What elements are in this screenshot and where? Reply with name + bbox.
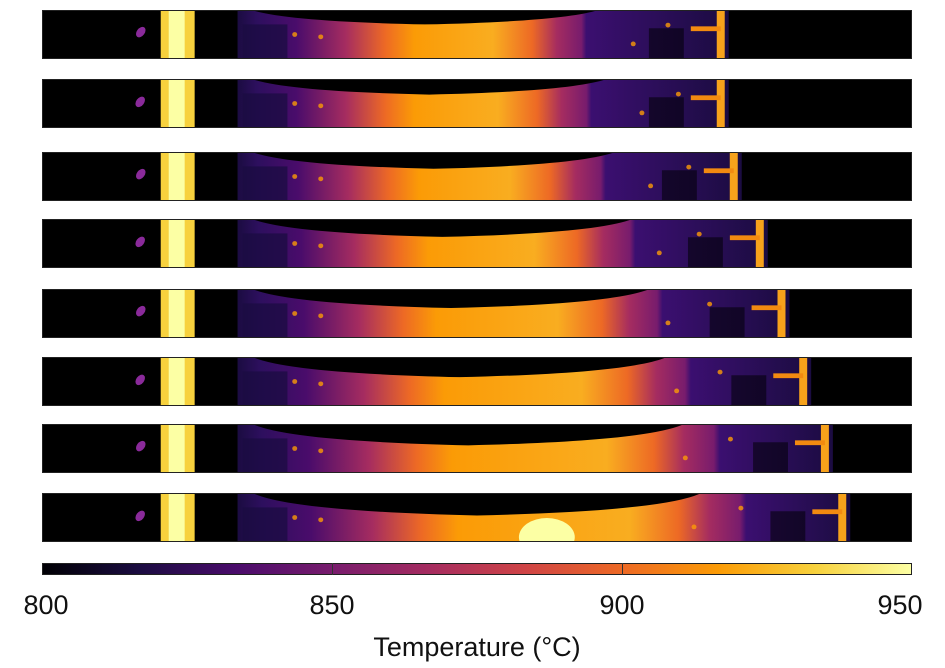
colorbar-tick-mark [622,563,623,575]
heated-plate [237,11,729,58]
thermal-frame-3 [42,152,912,201]
right-clamp [716,80,725,127]
heated-plate [237,80,729,127]
colorbar-tick-label: 900 [599,590,645,620]
colorbar-tick-label: 850 [309,590,355,620]
hot-flare [518,517,575,541]
thermal-frame-8 [42,493,912,542]
heated-plate [237,425,833,472]
right-clamp [729,153,738,200]
right-clamp [820,425,829,472]
right-clamp [838,494,847,541]
thermal-frame-2 [42,79,912,128]
right-clamp [716,11,725,58]
heated-plate [237,220,768,267]
right-clamp [777,290,786,337]
colorbar-axis-label: Temperature (°C) [373,632,581,662]
thermal-frame-5 [42,289,912,338]
thermal-frame-1 [42,10,912,59]
heated-plate [237,153,742,200]
colorbar-tick-label: 800 [23,590,69,620]
right-clamp [799,358,808,405]
heated-plate [237,290,790,337]
thermal-frame-4 [42,219,912,268]
heated-plate [237,494,851,541]
colorbar [42,563,912,575]
colorbar-tick-mark [332,563,333,575]
heated-plate [237,358,812,405]
thermal-frame-6 [42,357,912,406]
colorbar-tick-label: 950 [877,590,923,620]
thermal-frame-7 [42,424,912,473]
right-clamp [755,220,764,267]
